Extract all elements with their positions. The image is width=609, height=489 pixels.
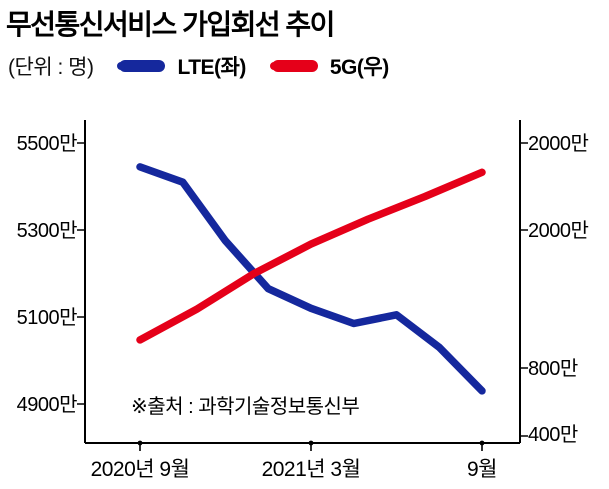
left-axis-ticks <box>77 141 85 405</box>
x-axis-label-1: 2020년 9월 <box>91 458 190 481</box>
lte-marker-icon <box>117 61 126 70</box>
source-note: ※출처 : 과학기술정보통신부 <box>131 395 359 418</box>
x-tick-dot-1 <box>137 440 143 445</box>
5g-data-line <box>136 168 486 344</box>
line-chart: 5500만 5300만 5100만 4900만 2000만 2000만 800만… <box>17 119 589 481</box>
5g-line-icon <box>269 59 318 72</box>
right-axis-ticks <box>520 141 528 437</box>
x-tick-dot-3 <box>479 440 485 445</box>
page-title: 무선통신서비스 가입회선 추이 <box>6 9 335 40</box>
right-axis-label-2: 2000만 <box>528 219 588 242</box>
x-axis-label-2: 2021년 3월 <box>262 458 361 481</box>
legend-label-lte: LTE(좌) <box>177 55 246 79</box>
left-axis-label-2: 5300만 <box>17 219 77 242</box>
legend-item-lte: LTE(좌) <box>117 51 246 81</box>
lte-data-line <box>136 162 486 395</box>
right-axis-label-4: 400만 <box>528 423 578 446</box>
lte-line-icon <box>117 59 166 72</box>
unit-label: (단위 : 명) <box>8 55 94 79</box>
chart-legend-row: (단위 : 명) LTE(좌) 5G(우) <box>0 52 609 80</box>
axis-spines <box>84 119 521 444</box>
right-axis-label-1: 2000만 <box>528 132 588 155</box>
x-axis-label-3: 9월 <box>467 458 497 481</box>
left-axis-label-3: 5100만 <box>17 306 77 329</box>
5g-marker-icon <box>269 61 278 70</box>
right-axis-label-3: 800만 <box>528 357 578 380</box>
legend-label-5g: 5G(우) <box>329 55 389 79</box>
left-axis-label-4: 4900만 <box>17 393 77 416</box>
x-tick-dot-2 <box>308 440 314 445</box>
left-axis-label-1: 5500만 <box>17 132 77 155</box>
legend-item-5g: 5G(우) <box>269 51 389 81</box>
